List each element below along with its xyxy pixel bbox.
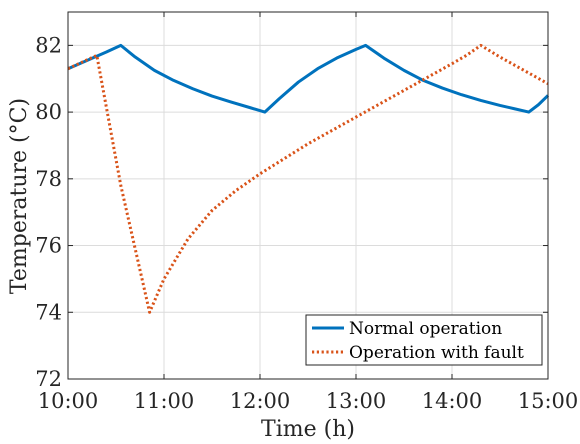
y-tick-label: 78: [35, 167, 62, 191]
x-tick-label: 13:00: [326, 389, 387, 413]
y-tick-label: 82: [35, 33, 62, 57]
x-tick-label: 10:00: [38, 389, 99, 413]
series-lines: [67, 43, 550, 314]
y-axis-label: Temperature (°C): [7, 98, 32, 294]
series-line-operation-with-fault: [67, 43, 549, 314]
series-line-normal-operation: [67, 43, 550, 114]
y-tick-label: 80: [35, 100, 62, 124]
x-tick-label: 15:00: [518, 389, 579, 413]
legend-label-normal: Normal operation: [349, 319, 502, 339]
x-axis-label: Time (h): [261, 417, 355, 442]
axis-ticks: 10:00 11:00 12:00 13:00 14:00 15:00 72 74 76 78 80…: [35, 12, 578, 413]
y-tick-label: 74: [35, 300, 62, 324]
plot-frame: [67, 11, 549, 380]
x-tick-label: 12:00: [230, 389, 291, 413]
y-tick-label: 72: [35, 367, 62, 391]
x-tick-label: 11:00: [134, 389, 195, 413]
x-tick-label: 14:00: [422, 389, 483, 413]
y-tick-label: 76: [35, 234, 62, 258]
grid-lines: [68, 12, 548, 379]
legend-box: [305, 314, 543, 366]
legend-label-fault: Operation with fault: [349, 343, 524, 363]
legend: Normal operation Operation with fault: [305, 314, 543, 366]
